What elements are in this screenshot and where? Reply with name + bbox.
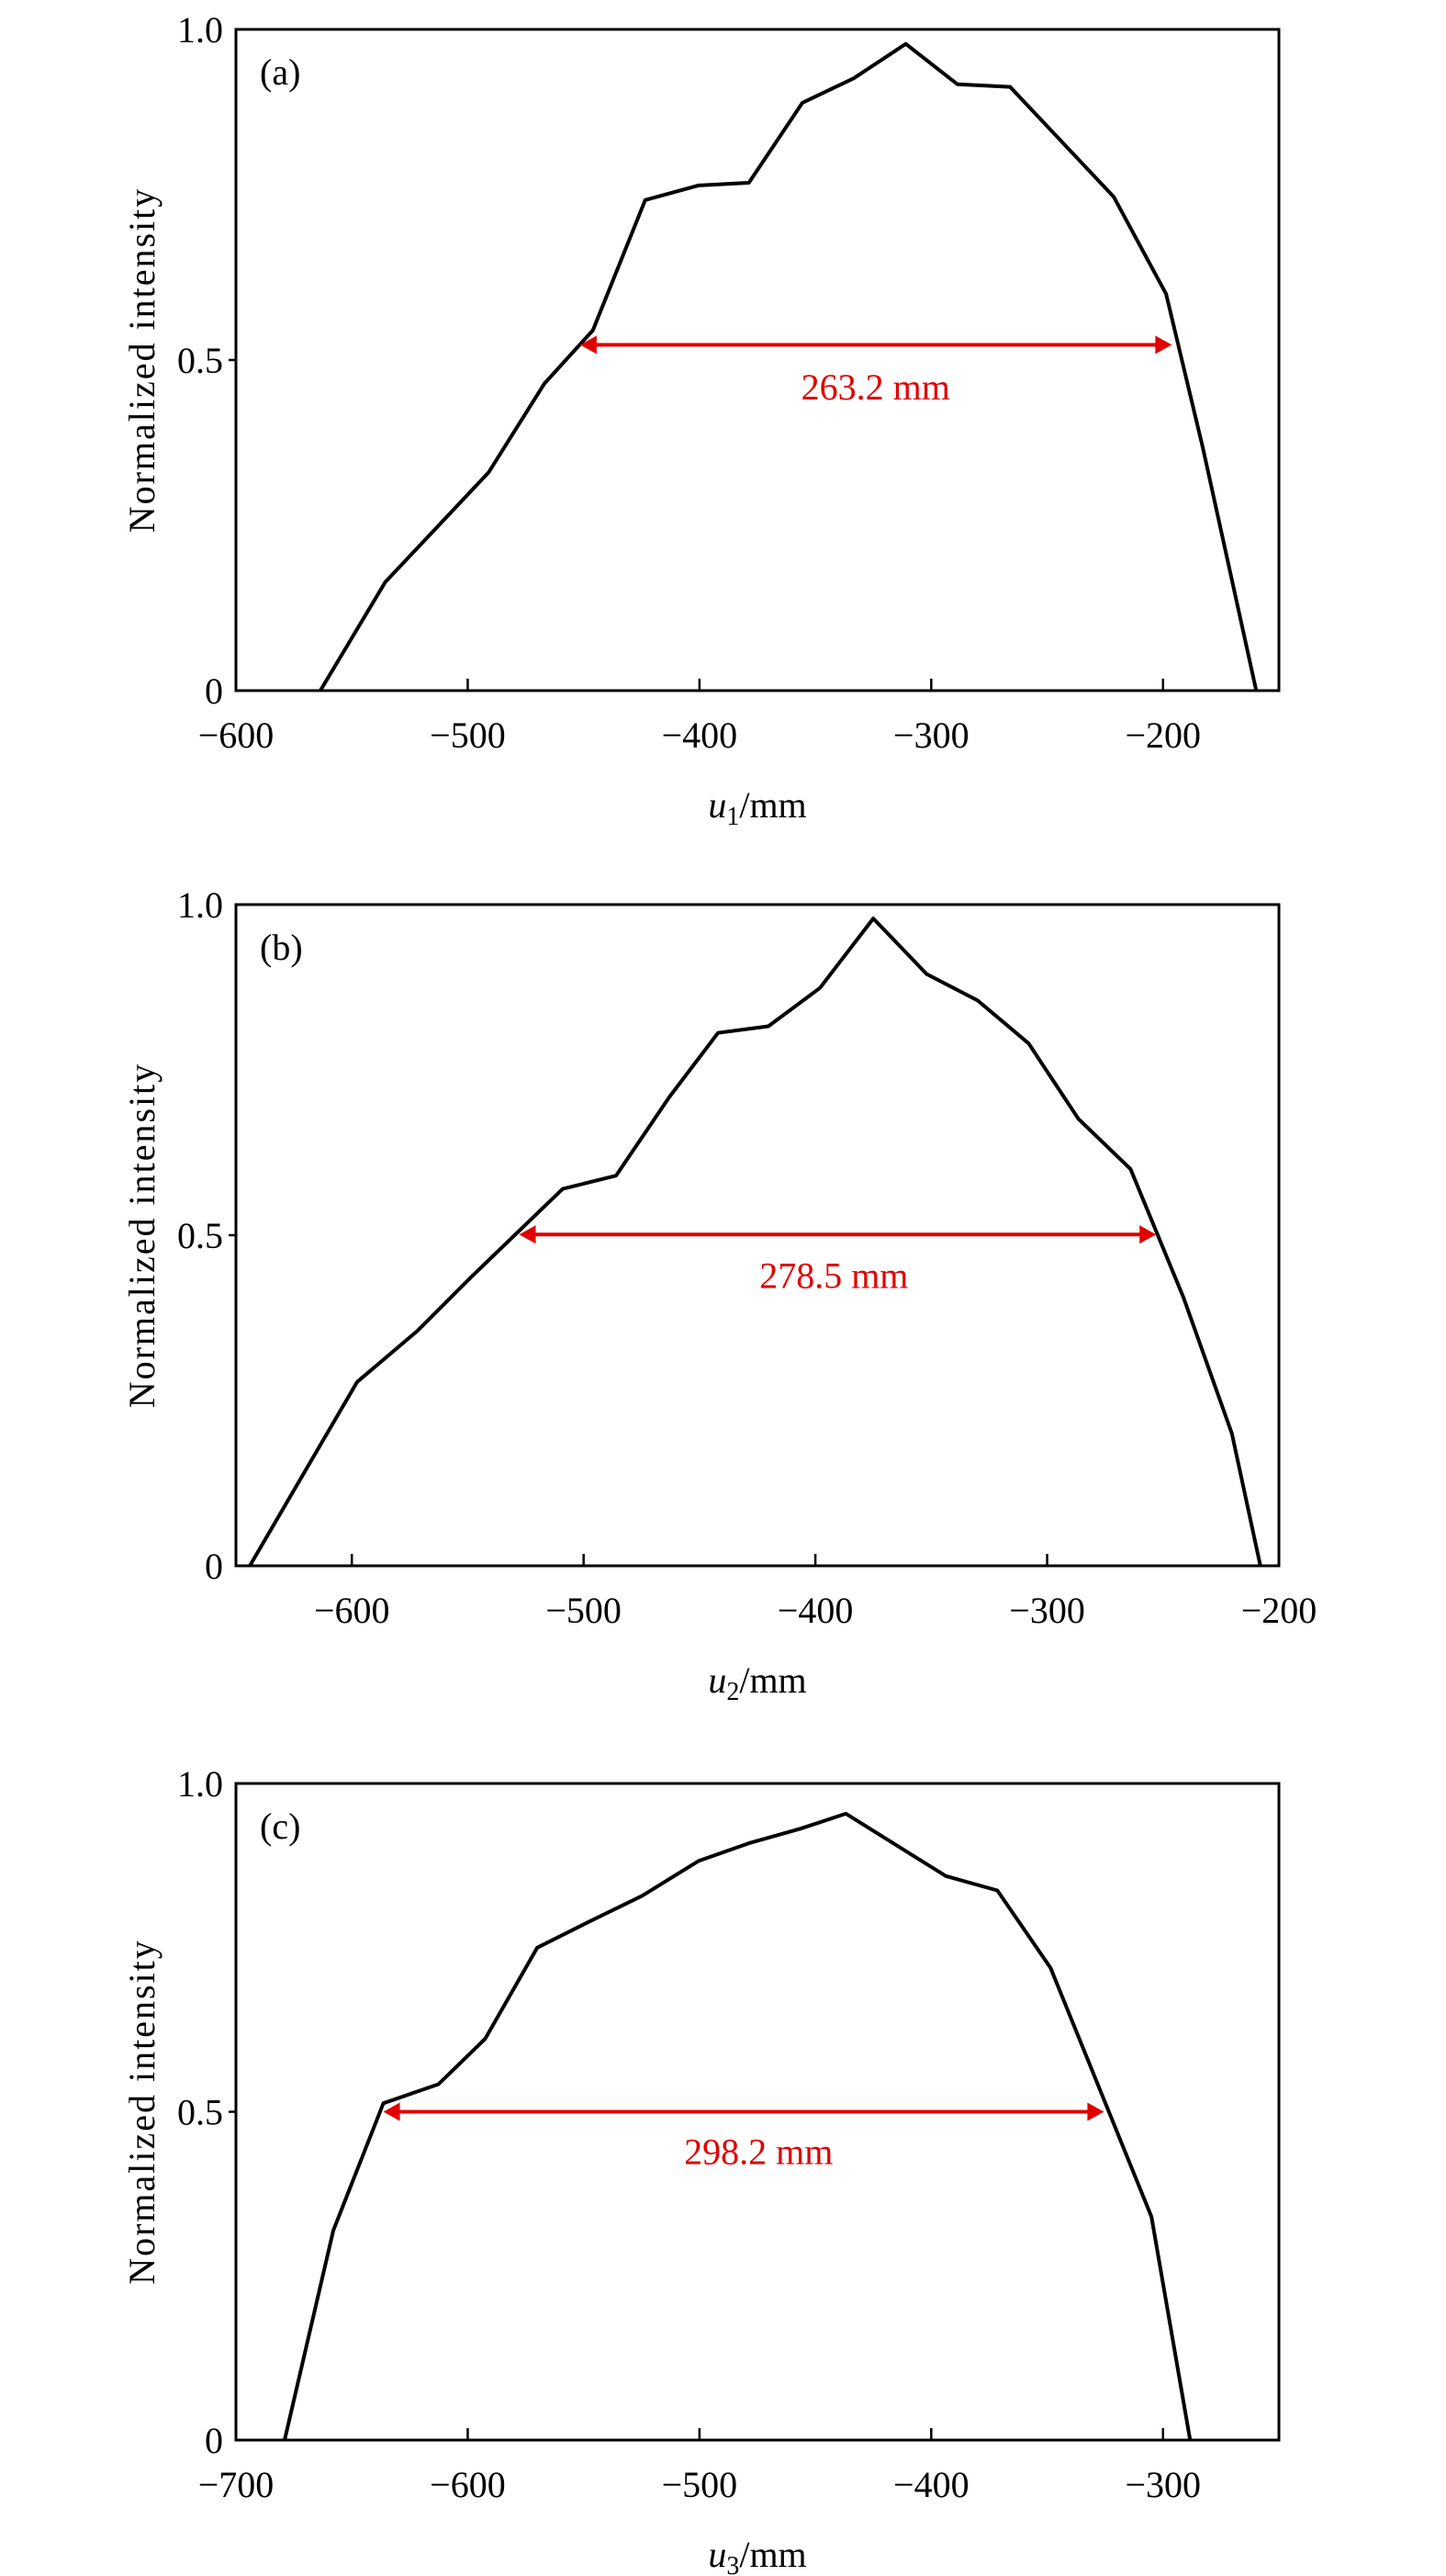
fwhm-arrow-head-right bbox=[1155, 335, 1172, 354]
x-axis-label: u1/mm bbox=[708, 784, 806, 831]
x-tick-label: −300 bbox=[1125, 2464, 1201, 2505]
x-axis-label-unit: /mm bbox=[739, 2534, 806, 2575]
y-axis-label: Normalized intensity bbox=[121, 187, 163, 534]
y-tick-label: 0 bbox=[205, 1546, 223, 1587]
y-tick-label: 1.0 bbox=[177, 9, 223, 51]
x-tick-label: −600 bbox=[430, 2464, 506, 2505]
x-tick-label: −300 bbox=[1009, 1590, 1085, 1631]
x-axis-label-var: u bbox=[708, 784, 726, 826]
series-line-intensity bbox=[319, 41, 1259, 692]
x-tick-label: −400 bbox=[662, 714, 738, 756]
y-tick-label: 0.5 bbox=[177, 340, 223, 381]
y-tick-label: 1.0 bbox=[177, 884, 223, 926]
y-axis-label: Normalized intensity bbox=[121, 1939, 163, 2285]
x-axis-label-unit: /mm bbox=[739, 784, 806, 826]
x-axis-label-sub: 2 bbox=[726, 1678, 739, 1706]
x-tick-label: −200 bbox=[1241, 1590, 1317, 1631]
fwhm-label: 278.5 mm bbox=[759, 1255, 908, 1297]
series-line-intensity bbox=[248, 917, 1262, 1568]
fwhm-arrow-head-right bbox=[1087, 2102, 1104, 2121]
panel-label: (a) bbox=[260, 51, 300, 93]
chart-panel-a: −600 −500 −400 −300 −200 0 0.5 1.0 Normalized in… bbox=[121, 9, 1281, 831]
y-axis-label: Normalized intensity bbox=[121, 1063, 163, 1409]
x-tick-label: −400 bbox=[893, 2464, 970, 2505]
y-tick-label: 0.5 bbox=[177, 1215, 223, 1256]
x-axis-label-var: u bbox=[708, 2534, 726, 2575]
fwhm-arrow-head-left bbox=[383, 2102, 400, 2121]
panel-label: (c) bbox=[260, 1805, 300, 1847]
x-axis-label: u2/mm bbox=[708, 1659, 806, 1706]
y-tick-label: 1.0 bbox=[177, 1763, 223, 1805]
y-tick-label: 0 bbox=[205, 2420, 223, 2461]
x-tick-label: −600 bbox=[314, 1590, 390, 1631]
x-tick-label: −700 bbox=[198, 2464, 275, 2505]
series-line-intensity bbox=[283, 1811, 1193, 2441]
chart-panel-b: −600 −500 −400 −300 −200 0 0.5 1.0 Normalized in… bbox=[121, 884, 1317, 1706]
y-tick-label: 0 bbox=[205, 670, 223, 712]
plot-frame bbox=[234, 28, 1281, 692]
x-axis-label-var: u bbox=[708, 1659, 726, 1701]
x-tick-label: −500 bbox=[430, 714, 506, 756]
x-axis-label-sub: 1 bbox=[726, 803, 739, 831]
x-tick-label: −500 bbox=[662, 2464, 738, 2505]
fwhm-arrow-head-left bbox=[519, 1225, 536, 1244]
y-tick-label: 0.5 bbox=[177, 2092, 223, 2133]
x-axis-label: u3/mm bbox=[708, 2534, 806, 2576]
fwhm-arrow-head-left bbox=[579, 335, 597, 354]
fwhm-arrow-head-right bbox=[1139, 1225, 1157, 1244]
fwhm-label: 263.2 mm bbox=[801, 366, 950, 408]
x-axis-label-unit: /mm bbox=[739, 1659, 806, 1701]
x-tick-label: −500 bbox=[545, 1590, 622, 1631]
panel-label: (b) bbox=[260, 927, 303, 968]
x-tick-label: −300 bbox=[893, 714, 970, 756]
x-axis-label-sub: 3 bbox=[726, 2552, 739, 2576]
x-tick-label: −200 bbox=[1125, 714, 1201, 756]
fwhm-label: 298.2 mm bbox=[684, 2132, 833, 2173]
x-tick-label: −600 bbox=[198, 714, 275, 756]
chart-panel-c: −700 −600 −500 −400 −300 0 0.5 1.0 Normalized in… bbox=[121, 1763, 1281, 2576]
x-tick-label: −400 bbox=[778, 1590, 854, 1631]
